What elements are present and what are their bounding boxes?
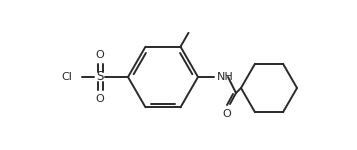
Text: O: O (223, 109, 231, 119)
Text: NH: NH (217, 72, 234, 82)
Text: Cl: Cl (61, 72, 72, 82)
Text: O: O (96, 50, 104, 60)
Text: O: O (96, 94, 104, 104)
Text: S: S (96, 70, 104, 84)
